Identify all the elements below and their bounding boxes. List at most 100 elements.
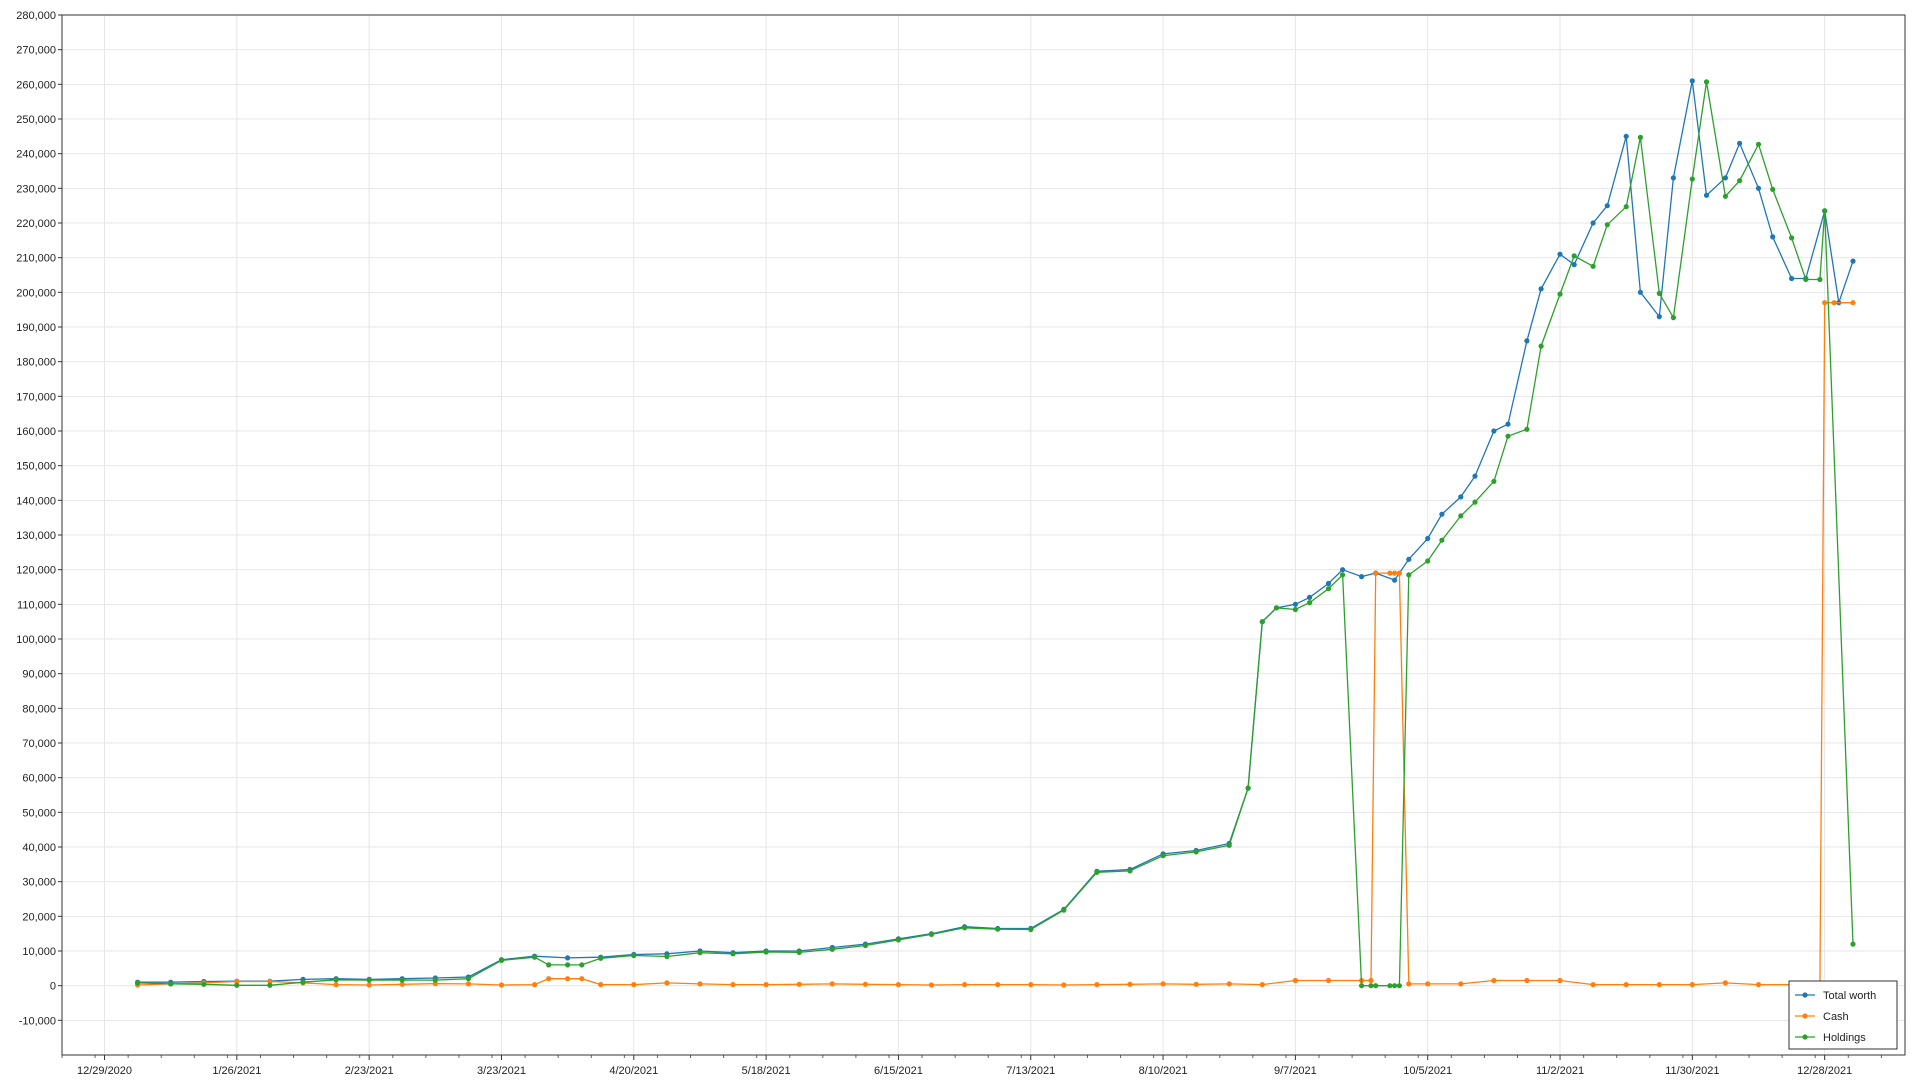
y-tick-label: 240,000 bbox=[16, 149, 56, 161]
data-point bbox=[1273, 605, 1280, 611]
data-point bbox=[1656, 982, 1662, 988]
data-point bbox=[730, 951, 736, 957]
data-point bbox=[1406, 572, 1412, 578]
y-tick-label: 280,000 bbox=[16, 10, 56, 22]
data-point bbox=[532, 982, 538, 988]
data-point bbox=[1458, 494, 1464, 500]
x-tick-label: 8/10/2021 bbox=[1139, 1065, 1188, 1077]
y-tick-label: 220,000 bbox=[16, 218, 56, 230]
data-point bbox=[1817, 276, 1823, 283]
data-point bbox=[1359, 574, 1365, 580]
data-point bbox=[763, 949, 769, 955]
data-point bbox=[1689, 176, 1695, 182]
data-point bbox=[1160, 853, 1166, 859]
data-point bbox=[1472, 473, 1478, 479]
data-point bbox=[333, 982, 339, 988]
data-point bbox=[1439, 537, 1445, 543]
data-point bbox=[1127, 868, 1133, 874]
data-point bbox=[1292, 601, 1298, 607]
data-point bbox=[267, 982, 273, 988]
data-point bbox=[829, 981, 835, 987]
data-point bbox=[1325, 586, 1332, 592]
data-point bbox=[1193, 981, 1199, 987]
data-point bbox=[1590, 220, 1596, 226]
data-point bbox=[1425, 558, 1431, 564]
data-point bbox=[1789, 275, 1795, 282]
data-point bbox=[565, 955, 571, 961]
data-point bbox=[1850, 258, 1856, 264]
data-point bbox=[1061, 907, 1067, 913]
data-point bbox=[1737, 140, 1743, 146]
data-point bbox=[498, 957, 505, 964]
data-point bbox=[1755, 141, 1762, 147]
data-point bbox=[1703, 79, 1710, 85]
grid-lines bbox=[62, 14, 1905, 1055]
data-point bbox=[1571, 262, 1577, 268]
data-point bbox=[1770, 186, 1776, 192]
legend-label: Holdings bbox=[1823, 1032, 1866, 1044]
data-point bbox=[1226, 842, 1232, 848]
data-point bbox=[1524, 977, 1530, 984]
data-point bbox=[1325, 580, 1332, 587]
data-point bbox=[1670, 315, 1676, 321]
data-point bbox=[1392, 577, 1398, 583]
data-point bbox=[201, 981, 207, 987]
data-point bbox=[1094, 982, 1100, 988]
data-point bbox=[432, 977, 438, 983]
y-tick-label: 0 bbox=[50, 981, 56, 993]
data-point bbox=[1387, 983, 1393, 989]
data-point bbox=[1623, 204, 1629, 210]
data-point bbox=[546, 962, 552, 968]
data-point bbox=[1850, 300, 1856, 306]
data-point bbox=[1340, 567, 1346, 573]
data-point bbox=[1571, 253, 1577, 259]
x-tick-label: 3/23/2021 bbox=[477, 1065, 526, 1077]
data-point bbox=[267, 978, 273, 985]
y-tick-label: 140,000 bbox=[16, 495, 56, 507]
data-point bbox=[333, 977, 339, 983]
y-tick-label: 100,000 bbox=[16, 634, 56, 646]
series-lines bbox=[135, 78, 1856, 989]
data-point bbox=[135, 980, 141, 986]
data-point bbox=[1292, 977, 1298, 984]
data-point bbox=[579, 962, 585, 968]
data-point bbox=[234, 978, 240, 985]
data-point bbox=[399, 977, 405, 983]
data-point bbox=[1193, 849, 1199, 855]
data-point bbox=[1359, 983, 1365, 989]
data-point bbox=[1307, 594, 1313, 601]
y-tick-label: 110,000 bbox=[17, 599, 56, 611]
x-tick-label: 6/15/2021 bbox=[874, 1065, 923, 1077]
data-point bbox=[465, 981, 471, 987]
data-point bbox=[300, 979, 306, 985]
data-point bbox=[1458, 513, 1464, 519]
x-tick-label: 2/23/2021 bbox=[345, 1065, 394, 1077]
y-tick-label: 260,000 bbox=[16, 79, 56, 91]
data-point bbox=[1226, 981, 1232, 987]
axes: 280,000 270,000 260,000 250,000 240,000 230,0… bbox=[16, 10, 1906, 1077]
data-point bbox=[1245, 785, 1251, 791]
data-point bbox=[962, 982, 968, 988]
data-point bbox=[1028, 982, 1034, 988]
data-point bbox=[1770, 234, 1776, 240]
x-tick-label: 7/13/2021 bbox=[1006, 1065, 1055, 1077]
data-point bbox=[234, 982, 240, 988]
data-point bbox=[1505, 433, 1511, 439]
data-point bbox=[1505, 421, 1511, 427]
y-tick-label: 250,000 bbox=[16, 114, 56, 126]
data-point bbox=[1061, 982, 1067, 988]
data-point bbox=[1458, 981, 1464, 987]
data-point bbox=[1656, 314, 1662, 320]
data-point bbox=[1396, 983, 1402, 989]
data-point bbox=[1524, 426, 1530, 432]
data-point bbox=[1538, 286, 1544, 292]
data-point bbox=[995, 982, 1001, 988]
legend-swatch-marker bbox=[1802, 992, 1808, 998]
data-point bbox=[1491, 977, 1497, 984]
y-tick-label: 150,000 bbox=[16, 461, 56, 473]
data-point bbox=[1803, 276, 1809, 283]
data-point bbox=[1368, 977, 1374, 984]
x-tick-label: 9/7/2021 bbox=[1274, 1065, 1317, 1077]
